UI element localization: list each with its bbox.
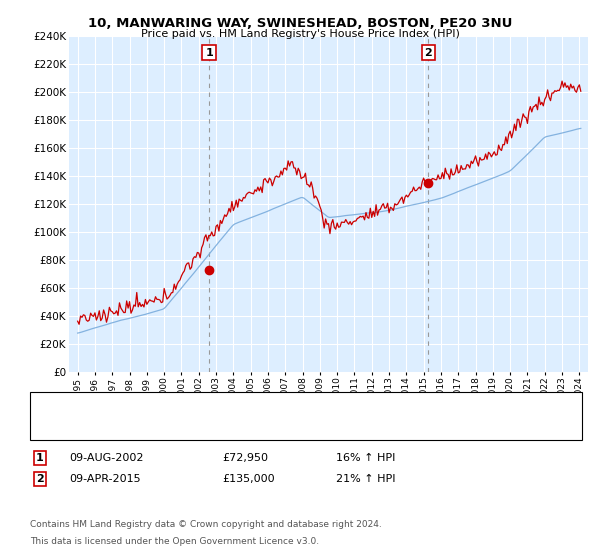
- Text: This data is licensed under the Open Government Licence v3.0.: This data is licensed under the Open Gov…: [30, 537, 319, 546]
- Text: 21% ↑ HPI: 21% ↑ HPI: [336, 474, 395, 484]
- Text: Price paid vs. HM Land Registry's House Price Index (HPI): Price paid vs. HM Land Registry's House …: [140, 29, 460, 39]
- Text: £135,000: £135,000: [222, 474, 275, 484]
- Text: 10, MANWARING WAY, SWINESHEAD, BOSTON, PE20 3NU: 10, MANWARING WAY, SWINESHEAD, BOSTON, P…: [88, 17, 512, 30]
- Text: ———: ———: [42, 393, 79, 407]
- Text: 16% ↑ HPI: 16% ↑ HPI: [336, 453, 395, 463]
- Text: 1: 1: [205, 48, 213, 58]
- Text: 09-APR-2015: 09-APR-2015: [69, 474, 140, 484]
- Text: £72,950: £72,950: [222, 453, 268, 463]
- Text: 2: 2: [424, 48, 432, 58]
- Text: Contains HM Land Registry data © Crown copyright and database right 2024.: Contains HM Land Registry data © Crown c…: [30, 520, 382, 529]
- Text: 1: 1: [36, 453, 44, 463]
- Text: 2: 2: [36, 474, 44, 484]
- Text: 09-AUG-2002: 09-AUG-2002: [69, 453, 143, 463]
- Text: ———: ———: [42, 426, 79, 439]
- Text: HPI: Average price, semi-detached house, Boston: HPI: Average price, semi-detached house,…: [75, 427, 317, 437]
- Text: 10, MANWARING WAY, SWINESHEAD, BOSTON, PE20 3NU (semi-detached house): 10, MANWARING WAY, SWINESHEAD, BOSTON, P…: [75, 395, 470, 405]
